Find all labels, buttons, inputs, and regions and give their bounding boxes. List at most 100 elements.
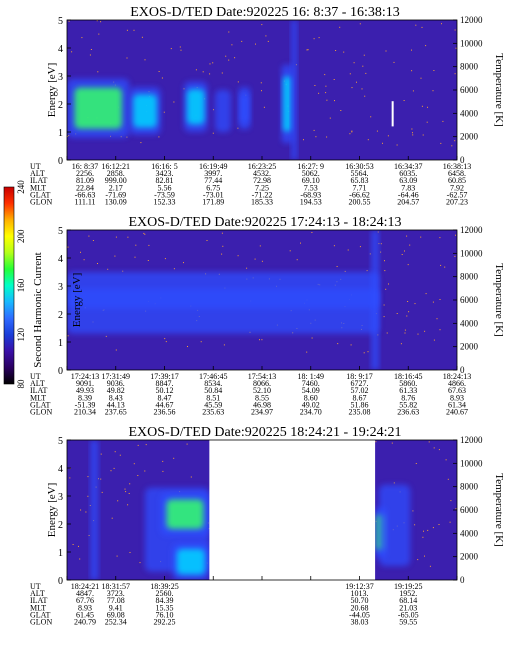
noise-speckle xyxy=(126,57,128,59)
y2-tick-label: 10000 xyxy=(460,38,483,48)
noise-speckle xyxy=(424,555,425,557)
orbit-cell: 16:27: 9 xyxy=(298,162,324,171)
y-tick-label: 3 xyxy=(58,492,63,503)
orbit-cell: 69.10 xyxy=(302,176,320,185)
noise-speckle xyxy=(350,344,352,346)
noise-speckle xyxy=(325,85,327,87)
noise-speckle xyxy=(113,467,115,469)
orbit-cell: 61.33 xyxy=(399,386,417,395)
noise-speckle xyxy=(439,329,441,331)
y2-tick-label: 6000 xyxy=(460,505,479,515)
orbit-cell: 69.08 xyxy=(107,610,125,619)
noise-speckle xyxy=(139,562,141,564)
noise-speckle xyxy=(361,88,363,90)
noise-speckle xyxy=(426,121,428,123)
y2-tick-label: 12000 xyxy=(460,15,483,25)
orbit-cell: -51.39 xyxy=(75,400,96,409)
noise-speckle xyxy=(223,344,225,346)
y-tick-label: 1 xyxy=(58,128,63,139)
noise-speckle xyxy=(143,232,145,234)
orbit-row-label: ALT xyxy=(30,589,45,598)
energy-enhancement-core xyxy=(240,93,249,123)
orbit-cell: 77.08 xyxy=(107,596,125,605)
noise-speckle xyxy=(365,72,367,74)
orbit-cell: 45.59 xyxy=(204,400,222,409)
noise-speckle xyxy=(129,483,131,485)
energy-enhancement-core xyxy=(186,89,205,125)
noise-speckle xyxy=(415,24,417,26)
orbit-cell: 6458. xyxy=(448,169,466,178)
noise-speckle xyxy=(137,475,139,476)
orbit-row-label: GLAT xyxy=(30,610,51,619)
noise-speckle xyxy=(404,250,405,252)
y2-tick-label: 2000 xyxy=(460,342,479,352)
noise-speckle xyxy=(148,244,150,246)
panel-1-ylabel: Energy [eV] xyxy=(46,63,58,117)
noise-speckle xyxy=(101,491,103,493)
noise-speckle xyxy=(396,144,398,146)
noise-speckle xyxy=(88,235,90,237)
noise-speckle xyxy=(422,536,424,538)
noise-speckle xyxy=(384,260,385,262)
colorbar-ticks: 80 120 160 200 240 xyxy=(16,180,26,389)
energy-enhancement-halo xyxy=(379,484,411,566)
noise-speckle xyxy=(441,23,442,25)
noise-speckle xyxy=(125,491,127,493)
noise-speckle xyxy=(209,63,211,65)
orbit-cell: 9091. xyxy=(76,379,94,388)
noise-speckle xyxy=(449,521,451,523)
noise-speckle xyxy=(333,245,335,247)
orbit-cell: 50.12 xyxy=(156,386,174,395)
orbit-cell: 8.39 xyxy=(78,393,92,402)
noise-speckle xyxy=(412,510,414,512)
noise-speckle xyxy=(88,535,90,536)
panel-2-y2label: Temperature [K] xyxy=(493,263,505,336)
noise-speckle xyxy=(306,351,308,353)
noise-speckle xyxy=(388,283,389,285)
heatmap-body xyxy=(67,20,457,160)
noise-speckle xyxy=(367,351,369,353)
noise-speckle xyxy=(92,240,94,241)
noise-speckle xyxy=(67,335,69,337)
orbit-cell: 6727. xyxy=(351,379,369,388)
noise-speckle xyxy=(241,40,243,42)
orbit-cell: -44.05 xyxy=(349,610,370,619)
noise-speckle xyxy=(454,255,456,257)
noise-speckle xyxy=(79,558,81,560)
orbit-cell: 16:12:21 xyxy=(102,162,130,171)
orbit-cell: 16:16: 5 xyxy=(151,162,177,171)
y-tick-label: 4 xyxy=(58,44,63,55)
noise-speckle xyxy=(427,106,428,108)
orbit-cell: 6.75 xyxy=(206,183,220,192)
y-tick-label: 0 xyxy=(58,576,63,587)
orbit-cell: 8.43 xyxy=(109,393,123,402)
orbit-cell: 999.00 xyxy=(105,176,127,185)
orbit-cell: 5.56 xyxy=(158,183,172,192)
orbit-cell: -71.22 xyxy=(252,190,273,199)
colorbar-label: Second Harmonic Current xyxy=(32,252,44,367)
noise-speckle xyxy=(127,236,129,238)
noise-speckle xyxy=(351,87,353,89)
noise-speckle xyxy=(387,135,389,137)
noise-speckle xyxy=(351,130,353,132)
noise-speckle xyxy=(221,232,223,234)
orbit-cell: 2256. xyxy=(76,169,94,178)
noise-speckle xyxy=(115,349,117,351)
orbit-row-label: MLT xyxy=(30,183,46,192)
noise-speckle xyxy=(80,509,82,511)
noise-speckle xyxy=(164,338,166,340)
orbit-cell: 8.47 xyxy=(158,393,172,402)
noise-speckle xyxy=(313,129,315,131)
orbit-cell: 18: 1:49 xyxy=(298,372,324,381)
energy-enhancement-halo xyxy=(371,230,379,370)
energy-enhancement-halo xyxy=(215,90,231,132)
noise-speckle xyxy=(450,500,452,502)
orbit-cell: 8534. xyxy=(204,379,222,388)
orbit-cell: 204.57 xyxy=(397,198,419,207)
noise-speckle xyxy=(343,51,345,53)
noise-speckle xyxy=(326,99,328,101)
noise-speckle xyxy=(261,90,262,92)
orbit-row-label: UT xyxy=(30,372,41,381)
noise-speckle xyxy=(87,476,89,478)
noise-speckle xyxy=(432,527,434,529)
